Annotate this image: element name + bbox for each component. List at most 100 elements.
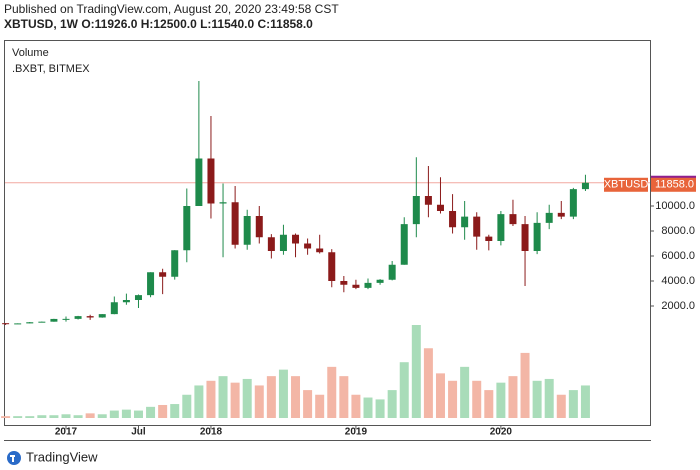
volume-bar <box>61 414 71 418</box>
plot-frame <box>4 40 651 426</box>
candle-body <box>50 318 58 322</box>
volume-bar <box>399 362 409 418</box>
candle-body <box>62 318 70 320</box>
x-tick-label: 2020 <box>490 427 513 438</box>
volume-bar <box>351 394 361 418</box>
candle-body <box>485 236 493 241</box>
volume-bar <box>568 390 578 418</box>
candle-body <box>412 196 420 225</box>
volume-bar <box>327 366 337 418</box>
volume-bar <box>25 416 35 418</box>
candle-body <box>400 224 408 265</box>
candle-body <box>243 216 251 245</box>
volume-bar <box>580 385 590 418</box>
candle-body <box>316 248 324 253</box>
volume-bar <box>49 415 59 418</box>
last-price-tag <box>651 177 696 192</box>
volume-bar <box>435 373 445 418</box>
candle-body <box>533 222 541 251</box>
candle-body <box>364 282 372 288</box>
volume-bar <box>544 378 554 418</box>
volume-bar <box>496 382 506 418</box>
brand-logo <box>7 451 21 465</box>
volume-bar <box>315 394 325 418</box>
candle-body <box>2 323 10 325</box>
volume-bar <box>133 410 143 418</box>
candle-body <box>14 323 22 325</box>
y-tick-label: 6000.0 <box>661 250 695 262</box>
y-tick-label: 8000.0 <box>661 225 695 237</box>
candle-body <box>26 322 34 324</box>
volume-bar <box>484 390 494 418</box>
candle-body <box>134 295 142 300</box>
candle-body <box>304 243 312 249</box>
y-tick-label: 4000.0 <box>661 275 695 287</box>
candle-body <box>557 212 565 217</box>
candle-body <box>581 182 589 190</box>
candle-body <box>279 234 287 251</box>
candle-body <box>569 189 577 217</box>
volume-bar <box>532 380 542 418</box>
volume-bar <box>266 376 276 418</box>
candle-body <box>509 214 517 225</box>
candle-body <box>388 264 396 280</box>
candle-body <box>183 206 191 251</box>
legend-volume: Volume <box>12 47 49 59</box>
volume-bar <box>1 416 11 418</box>
volume-bar <box>242 378 252 418</box>
volume-bar <box>339 376 349 418</box>
volume-bar <box>363 397 373 418</box>
volume-bar <box>448 380 458 418</box>
candle-body <box>521 224 529 251</box>
volume-bar <box>520 352 530 418</box>
y-tick-label: 10000.0 <box>655 200 695 212</box>
volume-bar <box>230 382 240 418</box>
candle-body <box>98 314 106 318</box>
volume-bar <box>218 376 228 418</box>
brand-name: TradingView <box>26 449 98 464</box>
candle-body <box>110 302 118 315</box>
last-price-name-tag <box>604 177 648 192</box>
candle-body <box>86 316 94 318</box>
volume-bar <box>375 399 385 418</box>
candle-body <box>147 272 155 296</box>
volume-bar <box>411 325 421 418</box>
last-price-name: XBTUSD <box>604 179 649 191</box>
candle-body <box>74 316 82 319</box>
last-price-label: 11858.0 <box>655 179 694 191</box>
x-tick-label: 2019 <box>345 427 368 438</box>
published-note: Published on TradingView.com, August 20,… <box>4 2 339 16</box>
volume-bar <box>37 415 47 418</box>
candle-body <box>159 272 167 277</box>
volume-bar <box>109 410 119 418</box>
volume-bar <box>158 404 168 418</box>
candle-body <box>171 250 179 277</box>
volume-bar <box>13 416 23 418</box>
volume-bar <box>278 369 288 418</box>
volume-bar <box>303 390 313 418</box>
volume-bar <box>73 415 83 418</box>
y-tick-label: 2000.0 <box>661 300 695 312</box>
chart-title: XBTUSD, 1W O:11926.0 H:12500.0 L:11540.0… <box>4 17 313 31</box>
candle-body <box>38 321 46 323</box>
volume-bar <box>194 385 204 418</box>
candle-body <box>207 158 215 204</box>
legend-index: .BXBT, BITMEX <box>12 63 90 75</box>
volume-bar <box>556 394 566 418</box>
candle-body <box>267 237 275 251</box>
volume-bar <box>97 414 107 418</box>
candle-body <box>231 202 239 245</box>
candle-body <box>122 300 130 303</box>
candle-body <box>195 158 203 206</box>
candle-body <box>292 234 300 244</box>
volume-bar <box>291 376 301 418</box>
candle-body <box>545 212 553 223</box>
volume-bar <box>85 413 95 418</box>
candle-body <box>473 216 481 237</box>
volume-bar <box>182 394 192 418</box>
volume-bar <box>472 380 482 418</box>
volume-bar <box>121 409 131 418</box>
candle-body <box>340 281 348 285</box>
